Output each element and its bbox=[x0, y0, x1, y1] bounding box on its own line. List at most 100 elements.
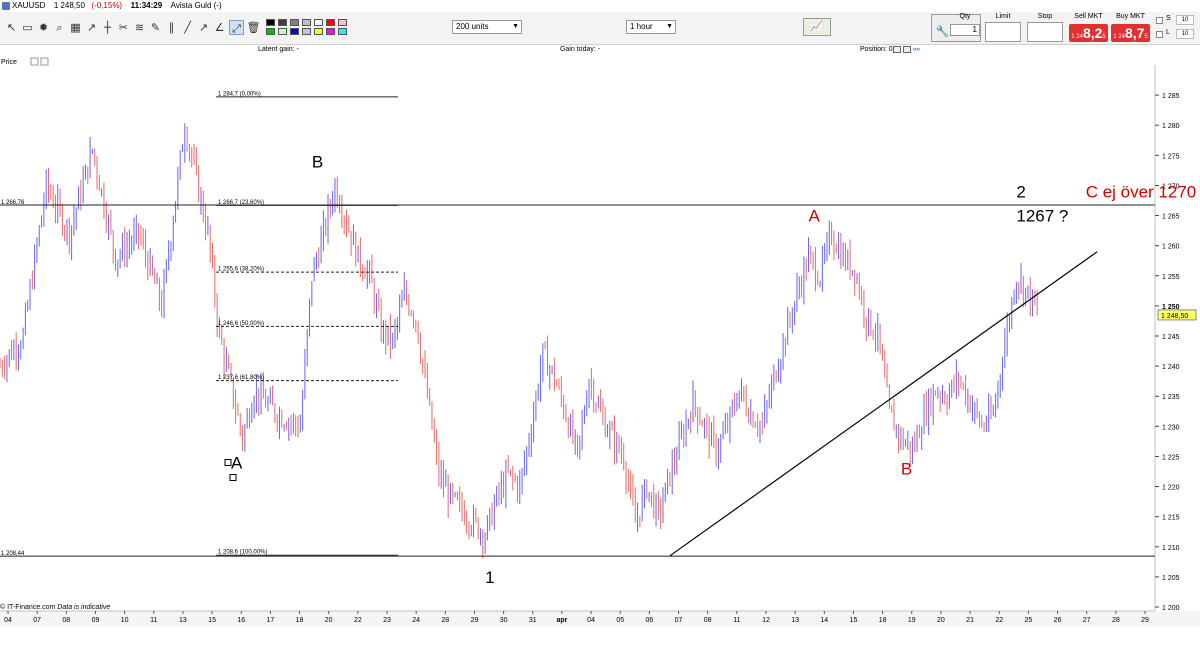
stop-button[interactable] bbox=[1027, 22, 1063, 42]
time-axis-bg bbox=[0, 611, 1200, 627]
annotation-label: 2 bbox=[1016, 182, 1025, 201]
y-tick-label: 1 245 bbox=[1162, 334, 1180, 341]
s-label: S bbox=[1166, 15, 1171, 22]
chart-type-icon[interactable]: 📈 bbox=[803, 18, 831, 36]
x-tick-label: 17 bbox=[266, 617, 274, 624]
color-swatch[interactable] bbox=[338, 28, 347, 35]
trendline[interactable] bbox=[669, 251, 1098, 557]
arrow-icon[interactable]: ↗ bbox=[86, 21, 97, 34]
color-swatch[interactable] bbox=[302, 19, 311, 26]
binoculars-icon[interactable]: ⚯ bbox=[913, 45, 920, 54]
fib-level-label: 1 255,6 (38,20%) bbox=[218, 267, 264, 273]
instrument-icon bbox=[2, 2, 10, 10]
y-tick-label: 1 255 bbox=[1162, 274, 1180, 281]
fib-level-label: 1 246,6 (50,00%) bbox=[218, 321, 264, 327]
color-swatch[interactable] bbox=[290, 19, 299, 26]
bulb-icon[interactable]: ✹ bbox=[38, 21, 49, 34]
l-value[interactable]: 10 bbox=[1176, 29, 1194, 39]
settings-icon[interactable]: 🔧 bbox=[935, 25, 950, 38]
color-swatch[interactable] bbox=[326, 19, 335, 26]
fib-icon[interactable]: ≋ bbox=[134, 21, 145, 34]
x-tick-label: 29 bbox=[1141, 617, 1149, 624]
color-swatch[interactable] bbox=[338, 19, 347, 26]
units-select[interactable]: 200 units ▼ bbox=[452, 20, 522, 34]
fib-level-label: 1 266,7 (23,60%) bbox=[218, 200, 264, 206]
position-label: Position: 0 bbox=[860, 46, 893, 53]
color-swatch[interactable] bbox=[266, 19, 275, 26]
toolbar: ↖ ▭ ✹ ⌕ ▦ ↗ ┼ ✂ ≋ ✎ ∥ ╱ ↗ ∠ ⤢ 🗑 200 unit… bbox=[0, 12, 1200, 45]
s-checkbox[interactable] bbox=[1156, 17, 1163, 24]
y-tick-label: 1 265 bbox=[1162, 214, 1180, 221]
qty-input[interactable]: 1 bbox=[950, 24, 980, 36]
angle-icon[interactable]: ∠ bbox=[214, 21, 225, 34]
pen-icon[interactable]: ✎ bbox=[150, 21, 161, 34]
l-checkbox[interactable] bbox=[1156, 31, 1163, 38]
ray-icon[interactable]: ↗ bbox=[198, 21, 209, 34]
selection-handle[interactable] bbox=[224, 458, 232, 466]
x-tick-label: 21 bbox=[966, 617, 974, 624]
annotation-label: C ej över 1270 bbox=[1086, 182, 1197, 201]
fib-level-label: 1 208,6 (100,00%) bbox=[218, 550, 267, 556]
x-tick-label: 14 bbox=[820, 617, 828, 624]
sell-mkt-label: Sell MKT bbox=[1074, 13, 1103, 20]
x-tick-label: 08 bbox=[704, 617, 712, 624]
color-swatch[interactable] bbox=[278, 19, 287, 26]
account-name: Avista Guld (-) bbox=[170, 1, 222, 10]
gain-today: Gain today: - bbox=[560, 46, 601, 53]
info-bar: Latent gain: - Gain today: - Position: 0… bbox=[0, 45, 1200, 55]
position-detail-icon[interactable] bbox=[893, 46, 901, 53]
color-swatch[interactable] bbox=[266, 28, 275, 35]
annotation-label: B bbox=[901, 460, 912, 479]
color-swatch[interactable] bbox=[326, 28, 335, 35]
last-price-label: 1 248,50 bbox=[1161, 313, 1188, 320]
zoom-icon[interactable]: ⌕ bbox=[56, 21, 63, 34]
color-swatch[interactable] bbox=[314, 28, 323, 35]
x-tick-label: 04 bbox=[587, 617, 595, 624]
x-tick-label: 13 bbox=[791, 617, 799, 624]
line-icon[interactable]: ╱ bbox=[184, 21, 191, 34]
y-tick-label: 1 250 bbox=[1162, 304, 1180, 311]
x-tick-label: 25 bbox=[1024, 617, 1032, 624]
cursor-icon[interactable]: ↖ bbox=[6, 21, 17, 34]
selection-handle[interactable] bbox=[229, 474, 237, 482]
buy-mkt-button[interactable]: 1 248,75 bbox=[1111, 24, 1150, 42]
ruler-icon[interactable]: ▭ bbox=[22, 21, 33, 34]
color-swatch[interactable] bbox=[278, 28, 287, 35]
vertical-line-icon[interactable]: ┼ bbox=[104, 21, 111, 34]
position-close-icon[interactable] bbox=[903, 46, 911, 53]
clock-time: 11:34:29 bbox=[130, 1, 163, 10]
fit-icon[interactable]: ▦ bbox=[70, 21, 81, 34]
latent-gain: Latent gain: - bbox=[258, 46, 299, 53]
x-tick-label: apr bbox=[556, 617, 567, 624]
fib-level-label: 1 284,7 (0,00%) bbox=[218, 91, 261, 97]
x-tick-label: 19 bbox=[908, 617, 916, 624]
x-tick-label: 11 bbox=[150, 617, 157, 624]
x-tick-label: 30 bbox=[500, 617, 508, 624]
interval-select[interactable]: 1 hour ▼ bbox=[626, 20, 676, 34]
s-value[interactable]: 10 bbox=[1176, 15, 1194, 25]
price-header-bg bbox=[0, 55, 1200, 67]
tools-icon[interactable]: ✂ bbox=[118, 21, 129, 34]
left-label-bottom: 1 208,44 bbox=[1, 551, 25, 557]
annotation-label: A bbox=[809, 207, 821, 226]
x-tick-label: 15 bbox=[208, 617, 216, 624]
sell-mkt-button[interactable]: 1 248,25 bbox=[1069, 24, 1108, 42]
x-tick-label: 27 bbox=[1083, 617, 1091, 624]
candles bbox=[0, 123, 1038, 559]
x-tick-label: 07 bbox=[675, 617, 683, 624]
color-swatch[interactable] bbox=[290, 28, 299, 35]
add-indicator-icon[interactable] bbox=[30, 57, 39, 66]
instrument-price: 1 248,50 bbox=[53, 1, 85, 10]
x-tick-label: 24 bbox=[412, 617, 420, 624]
color-swatch[interactable] bbox=[302, 28, 311, 35]
trendline-icon[interactable]: ⤢ bbox=[229, 20, 244, 35]
limit-button[interactable] bbox=[985, 22, 1021, 42]
x-tick-label: 08 bbox=[62, 617, 70, 624]
trash-icon[interactable]: 🗑 bbox=[246, 21, 261, 34]
annotation-label: 1267 ? bbox=[1016, 207, 1068, 226]
channel-icon[interactable]: ∥ bbox=[168, 21, 175, 34]
y-tick-label: 1 230 bbox=[1162, 424, 1180, 431]
color-swatch[interactable] bbox=[314, 19, 323, 26]
remove-indicator-icon[interactable] bbox=[40, 57, 49, 66]
